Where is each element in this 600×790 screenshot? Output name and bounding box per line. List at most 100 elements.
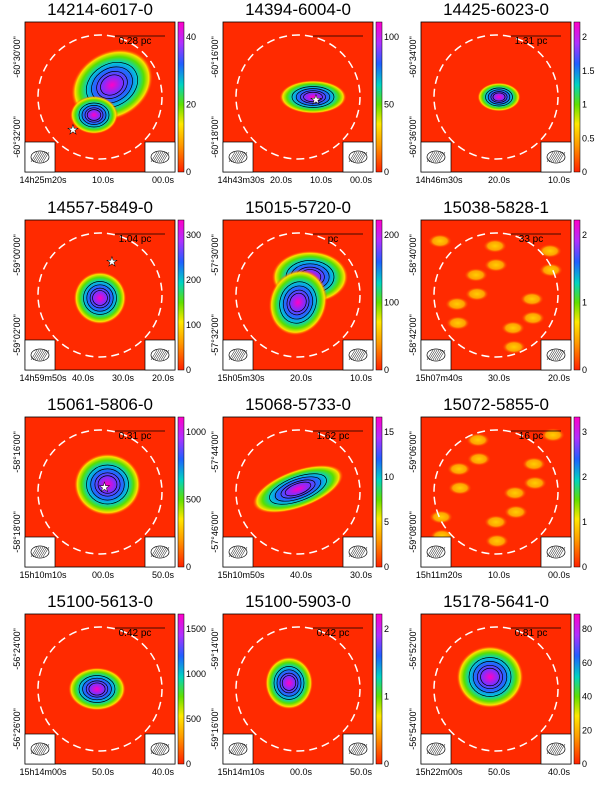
beam-hatch [228,349,236,361]
beam-hatch [348,743,356,755]
colorbar-tick: 2 [582,472,587,482]
beam-hatch [162,546,170,558]
beam-hatch [238,546,246,558]
beam-hatch [32,743,40,755]
beam-hatch [36,349,44,361]
colorbar-tick: 5 [384,517,389,527]
panel-title: 15068-5733-0 [245,395,351,414]
colorbar-tick: 60 [582,658,592,668]
beam-hatch [354,349,362,361]
beam-hatch [558,743,566,755]
beam-ellipse [228,348,248,362]
colorbar-tick: 0 [384,167,389,177]
ra-tick: 20.0s [152,373,175,383]
beam-ellipse [30,742,50,756]
beam-ellipse [30,348,50,362]
ra-tick: 40.0s [152,767,175,777]
beam-hatch [352,743,360,755]
beam-hatch [436,546,444,558]
beam-hatch [160,546,168,558]
beam-hatch [550,151,558,163]
beam-hatch [162,743,170,755]
beam-ellipse [150,742,170,756]
noise-patch [447,462,471,476]
colorbar [375,416,383,568]
contour-line [284,481,312,497]
ra-tick: 15h11m20s [416,570,463,580]
beam-ellipse [228,150,248,164]
dec-tick: -56°54'00" [408,708,418,750]
ra-tick: 40.0s [72,373,95,383]
beam-ellipse [30,545,50,559]
beam-hatch [428,743,436,755]
beam-hatch [426,546,434,558]
colorbar-tick: 0 [384,759,389,769]
beam-hatch [556,349,564,361]
beam-hatch [358,546,366,558]
noise-patch [445,297,469,311]
panel-15038-5828-1: 15038-5828-1 33 pc 0 1 2 15h07m40s 30.0s 20.0s -… [408,198,587,383]
ra-tick: 10.0s [488,570,511,580]
panel-15178-5641-0: 15178-5641-0 0.81 pc 0 20 40 60 80 15h22m00s 50.… [408,592,592,777]
dec-tick: -59°06'00" [408,431,418,473]
panel-title: 15015-5720-0 [245,198,351,217]
beam-hatch [356,349,364,361]
dec-tick: -60°18'00" [210,116,220,158]
beam-hatch [36,743,44,755]
ra-tick: 50.0s [92,767,115,777]
dec-tick: -56°24'00" [12,628,22,670]
beam-hatch [158,349,166,361]
beam-hatch [156,151,164,163]
dec-tick: -58°16'00" [12,431,22,473]
beam-ellipse [348,545,368,559]
dec-tick: -58°42'00" [408,314,418,356]
colorbar-tick: 0 [384,562,389,572]
beam-hatch [154,546,162,558]
beam-hatch [554,151,562,163]
beam-ellipse [546,348,566,362]
ra-tick: 50.0s [350,767,373,777]
ra-tick: 14h59m50s [19,373,67,383]
ra-tick: 20.0s [488,175,511,185]
contour-line [100,74,124,96]
colorbar-tick: 0 [582,562,587,572]
beam-circle [37,232,163,358]
contour-line [300,90,326,104]
beam-hatch [430,349,438,361]
beam-hatch [436,151,444,163]
beam-hatch [354,743,362,755]
beam-ellipse [546,742,566,756]
beam-circle [37,626,163,752]
colorbar-tick: 500 [186,714,201,724]
noise-patch [467,452,491,466]
beam-hatch [552,151,560,163]
beam-hatch [554,546,562,558]
beam-hatch [432,151,440,163]
panel-title: 15178-5641-0 [443,592,549,611]
noise-patch [446,316,470,330]
beam-hatch [554,349,562,361]
beam-hatch [40,349,48,361]
beam-hatch [30,349,38,361]
beam-hatch [156,546,164,558]
panel-title: 15061-5806-0 [47,395,153,414]
scale-label: pc [328,234,339,245]
colorbar [375,613,383,765]
emission-source [268,269,328,336]
dec-tick: -59°02'00" [12,314,22,356]
beam-hatch [158,151,166,163]
panel-15100-5613-0: 15100-5613-0 0.42 pc 0 500 1000 1500 15h14m00s… [12,592,206,777]
dec-tick: -59°08'00" [408,511,418,553]
noise-patch [485,534,509,548]
beam-hatch [160,743,168,755]
contour-line [279,672,299,694]
beam-hatch [40,743,48,755]
colorbar-tick: 300 [186,230,201,240]
beam-hatch [232,743,240,755]
colorbar-tick: 10 [384,472,394,482]
contour-line [485,87,513,107]
colorbar-tick: 100 [384,32,399,42]
contour-line [83,281,117,315]
dec-tick: -60°32'00" [12,116,22,158]
beam-circle [37,34,163,160]
